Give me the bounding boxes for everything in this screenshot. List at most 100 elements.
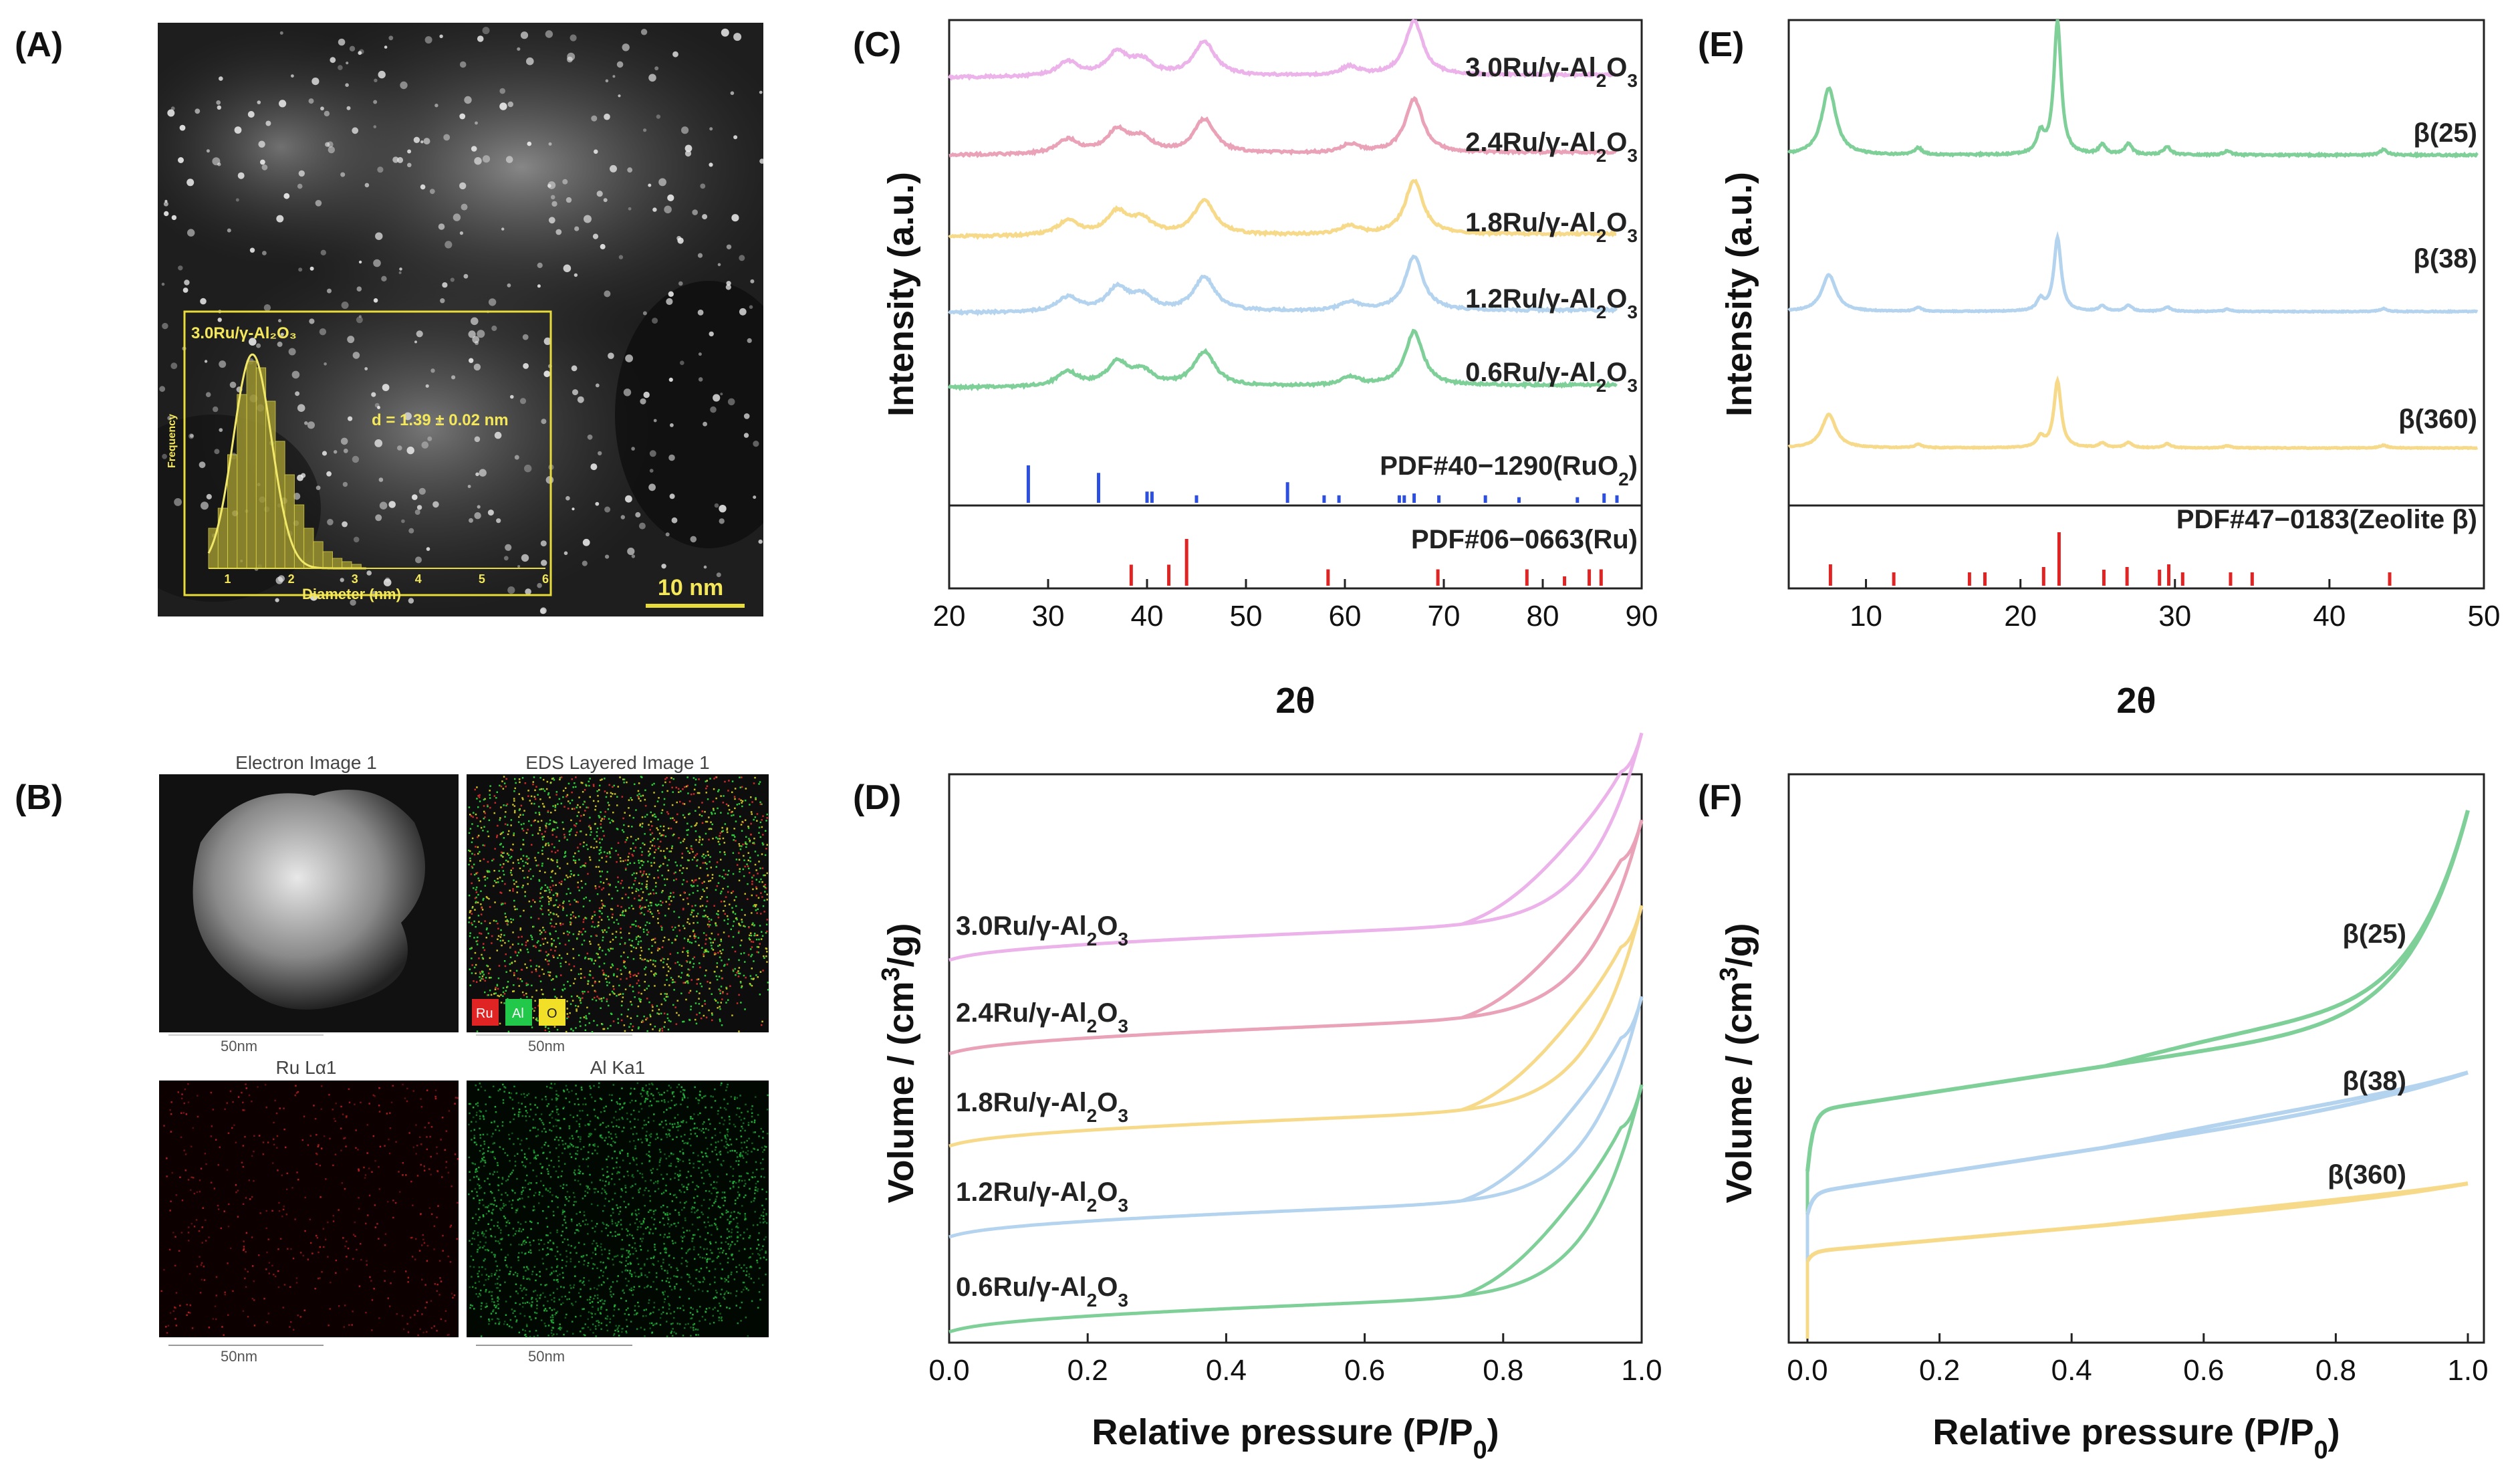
al-pixel [728, 1115, 731, 1118]
eds-pixel [570, 913, 572, 916]
eds-pixel [502, 831, 504, 833]
al-pixel [670, 1288, 673, 1291]
eds-pixel [611, 964, 614, 966]
nanoparticle [616, 61, 624, 68]
al-pixel [727, 1274, 729, 1277]
eds-pixel [727, 874, 729, 876]
eds-pixel [758, 938, 760, 941]
eds-pixel [606, 871, 608, 873]
ru-pixel [415, 1153, 417, 1155]
ru-pixel [343, 1137, 345, 1139]
eds-pixel [578, 931, 580, 933]
eds-pixel [595, 934, 597, 937]
eds-pixel [487, 804, 489, 806]
eds-pixel [614, 993, 616, 995]
eds-pixel [751, 923, 753, 926]
eds-pixel [760, 913, 762, 915]
eds-pixel [588, 856, 591, 859]
eds-pixel [741, 802, 743, 804]
ru-pixel [279, 1238, 282, 1240]
al-pixel [497, 1296, 499, 1298]
al-pixel [672, 1257, 675, 1259]
eds-pixel [704, 1003, 707, 1005]
eds-pixel [523, 865, 525, 867]
eds-pixel [552, 913, 554, 915]
ru-pixel [433, 1225, 436, 1228]
al-pixel [642, 1087, 644, 1089]
ru-pixel [406, 1087, 408, 1090]
eds-pixel [563, 984, 565, 986]
nanoparticle [572, 389, 578, 396]
eds-pixel [483, 949, 486, 951]
eds-pixel [759, 803, 762, 805]
al-pixel [580, 1224, 582, 1227]
ru-pixel [217, 1204, 219, 1207]
eds-pixel [657, 818, 659, 820]
al-pixel [719, 1107, 722, 1109]
eds-pixel [507, 1030, 510, 1033]
eds-pixel [682, 899, 684, 901]
nanoparticle [320, 106, 324, 111]
eds-pixel [548, 901, 550, 903]
ru-pixel [297, 1091, 299, 1093]
al-pixel [656, 1288, 658, 1290]
ru-pixel [265, 1107, 267, 1109]
al-pixel [611, 1220, 614, 1222]
ru-pixel [436, 1330, 438, 1332]
al-pixel [610, 1133, 612, 1135]
eds-pixel [634, 974, 636, 976]
eds-pixel [739, 871, 741, 873]
al-pixel [602, 1187, 604, 1190]
eds-pixel [608, 982, 610, 984]
al-pixel [737, 1163, 740, 1166]
eds-pixel [570, 892, 572, 895]
eds-pixel [574, 899, 576, 901]
al-pixel [594, 1192, 596, 1194]
al-pixel [540, 1113, 543, 1115]
eds-pixel [512, 867, 514, 869]
nanoparticle [353, 536, 360, 543]
eds-pixel [582, 803, 584, 806]
eds-pixel [582, 990, 584, 993]
al-pixel [533, 1151, 535, 1154]
eds-pixel [669, 968, 672, 970]
al-pixel [553, 1165, 555, 1168]
al-pixel [473, 1141, 476, 1143]
eds-pixel [562, 902, 564, 904]
al-pixel [556, 1311, 559, 1313]
eds-pixel [477, 846, 479, 848]
eds-pixel [733, 814, 735, 816]
eds-pixel [759, 994, 761, 996]
nanoparticle [219, 76, 223, 81]
nanoparticle [383, 578, 392, 586]
al-pixel [638, 1111, 640, 1113]
al-pixel [545, 1187, 547, 1190]
ru-pixel [224, 1291, 226, 1294]
eds-pixel [521, 777, 524, 779]
eds-pixel [705, 938, 707, 941]
nanoparticle [595, 501, 600, 506]
eds-pixel [600, 820, 602, 822]
eds-pixel [475, 901, 477, 903]
al-pixel [730, 1244, 732, 1246]
eds-pixel [549, 782, 552, 784]
ru-pixel [445, 1320, 447, 1322]
ru-pixel [166, 1175, 168, 1177]
eds-pixel [598, 966, 601, 968]
eds-pixel [706, 900, 709, 903]
eds-pixel [670, 892, 672, 894]
eds-pixel [666, 878, 668, 881]
al-pixel [604, 1198, 607, 1200]
al-pixel [614, 1305, 616, 1308]
nanoparticle [678, 281, 683, 286]
eds-pixel [708, 816, 710, 818]
al-pixel [663, 1248, 666, 1250]
eds-pixel [551, 880, 553, 882]
al-pixel [713, 1297, 715, 1299]
nanoparticle [475, 341, 479, 345]
eds-pixel [534, 1007, 536, 1009]
eds-pixel [652, 915, 654, 918]
eds-pixel [753, 837, 755, 840]
ru-pixel [449, 1226, 451, 1228]
al-pixel [593, 1109, 596, 1111]
